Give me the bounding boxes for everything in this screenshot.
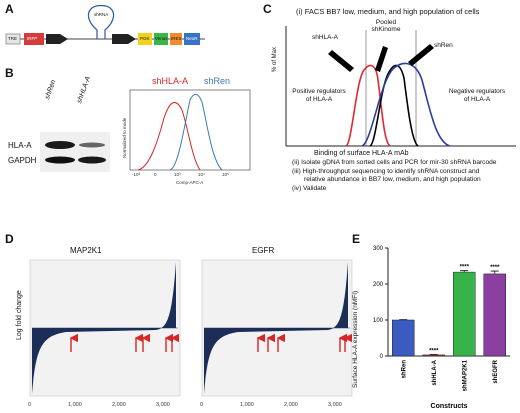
flow-xtick-3: 10³ (174, 172, 181, 177)
c-shren-curve (361, 62, 451, 147)
western-blot (40, 132, 110, 172)
band-hlaa-shhlaa (79, 142, 105, 148)
tre-segment (5, 33, 21, 45)
arrow-pooled-icon (375, 46, 388, 72)
pgk-segment (138, 33, 152, 45)
band-gapdh-shhlaa (78, 156, 106, 164)
ires-segment (170, 33, 182, 45)
e-significance: **** (460, 265, 470, 271)
e-category-label: shHLA-A (432, 359, 438, 385)
construct-diagram (5, 4, 205, 45)
e-bar-shren (392, 319, 415, 357)
c-shhlaa-curve (345, 64, 391, 147)
band-gapdh-shren (45, 156, 75, 164)
e-ytick-label: 0 (380, 354, 384, 360)
step-3a: (iii) High-throughput sequencing to iden… (292, 168, 480, 175)
e-bar-shegfr (483, 273, 506, 357)
flow-xtick-5: 10⁵ (222, 172, 229, 177)
c-xlabel: Binding of surface HLA-A mAb (314, 150, 409, 157)
fold-change-plots: 0 1,000 2,000 3,000 0 1,000 2,000 3,000 (28, 259, 353, 408)
map2k1-xtick-2: 2,000 (112, 402, 126, 408)
e-ytick-label: 300 (373, 246, 384, 252)
trfp-segment (24, 33, 44, 45)
band-label-hlaa: HLA-A (8, 141, 32, 150)
venus-label: Venus (155, 36, 168, 41)
panel-label-c: C (263, 2, 272, 16)
ires-label: IRES (171, 36, 182, 41)
flow-ylabel: Normalized to mode (122, 117, 127, 158)
map2k1-xtick-3: 3,000 (156, 402, 170, 408)
step-4: (iv) Validate (292, 185, 327, 192)
legend-shhlaa: shHLA-A (152, 76, 189, 86)
flow-xtick-4: 10⁴ (198, 172, 205, 177)
d-title-map2k1: MAP2K1 (70, 246, 102, 255)
d-ylabel: Log fold change (16, 290, 23, 340)
pooled-label: Pooled shKinome (371, 19, 401, 33)
map2k1-xtick-0: 0 (28, 402, 31, 408)
shren-curve (169, 93, 223, 171)
panel-label-d: D (5, 232, 14, 246)
e-errorbar (490, 270, 499, 274)
tre-label: TRE (8, 36, 17, 41)
trfp-label: tRFP (27, 36, 38, 41)
negative-regulators: Negative regulators of HLA-A (448, 88, 506, 103)
curve-label-shren: shRen (434, 42, 453, 49)
step-3b: relative abundance in BB7 low, medium, a… (304, 176, 481, 183)
step-1: (i) FACS BB7 low, medium, and high popul… (296, 7, 480, 16)
e-category-label: shEGFR (493, 359, 499, 383)
panel-label-a: A (5, 2, 14, 16)
e-ylabel: Surface HLA-A expression (nMFI) (352, 290, 359, 388)
flow-xtick-1: -10³ (132, 172, 141, 177)
e-ytick-label: 200 (373, 282, 384, 288)
shrna-hairpin-icon (87, 4, 115, 39)
e-significance: **** (490, 265, 500, 271)
band-hlaa-shren (45, 141, 75, 149)
flow-xtick-2: 0 (154, 172, 157, 177)
arrow-segment-2 (112, 34, 136, 44)
panel-label-b: B (5, 66, 14, 80)
neor-segment (184, 33, 200, 45)
step-2: (ii) Isolate gDNA from sorted cells and … (292, 159, 497, 166)
egfr-xtick-1: 1,000 (240, 402, 254, 408)
egfr-xtick-0: 0 (200, 402, 203, 408)
lane-label-shhlaa: shHLA-A (76, 75, 93, 105)
e-ytick-label: 100 (373, 318, 384, 324)
e-category-label: shMAP2K1 (462, 359, 468, 391)
e-significance: **** (429, 349, 439, 355)
e-bar-shmap2k1 (453, 271, 476, 357)
e-errorbar (460, 270, 469, 273)
egfr-arrows (256, 333, 352, 352)
e-xlabel: Constructs (431, 403, 468, 410)
bar-chart: 0 100 200 300 shRen **** shHLA-A **** shMAP2K1 *… (373, 246, 510, 410)
curve-label-shhlaa: shHLA-A (312, 34, 339, 41)
egfr-xtick-3: 3,000 (328, 402, 342, 408)
d-title-egfr: EGFR (252, 246, 275, 255)
flow-xlabel: Comp-APC-A (176, 180, 203, 185)
e-category-label: shRen (401, 360, 407, 379)
egfr-xtick-2: 2,000 (284, 402, 298, 408)
arrow-shhlaa-icon (328, 50, 354, 72)
flow-histogram: -10³ 0 10³ 10⁴ 10⁵ Comp-APC-A Normalized… (122, 89, 251, 185)
band-label-gapdh: GAPDH (8, 156, 37, 165)
map2k1-xtick-1: 1,000 (68, 402, 82, 408)
c-ylabel: % of Max (272, 46, 278, 72)
venus-segment (154, 33, 168, 45)
panel-label-e: E (352, 232, 361, 246)
legend-shren: shRen (204, 76, 231, 86)
lane-label-shren: shRen (44, 78, 58, 101)
e-bar-shhla-a (422, 354, 445, 357)
arrow-shren-icon (408, 44, 434, 66)
map2k1-arrows (69, 333, 179, 352)
positive-regulators: Positive regulators of HLA-A (292, 88, 346, 103)
pgk-label: PGK (140, 36, 150, 41)
sort-diagram (285, 26, 516, 147)
shhlaa-curve (137, 102, 201, 171)
shrna-label: shRNA (94, 12, 109, 17)
neor-label: NeoR (186, 36, 198, 41)
arrow-segment-1 (46, 34, 68, 44)
